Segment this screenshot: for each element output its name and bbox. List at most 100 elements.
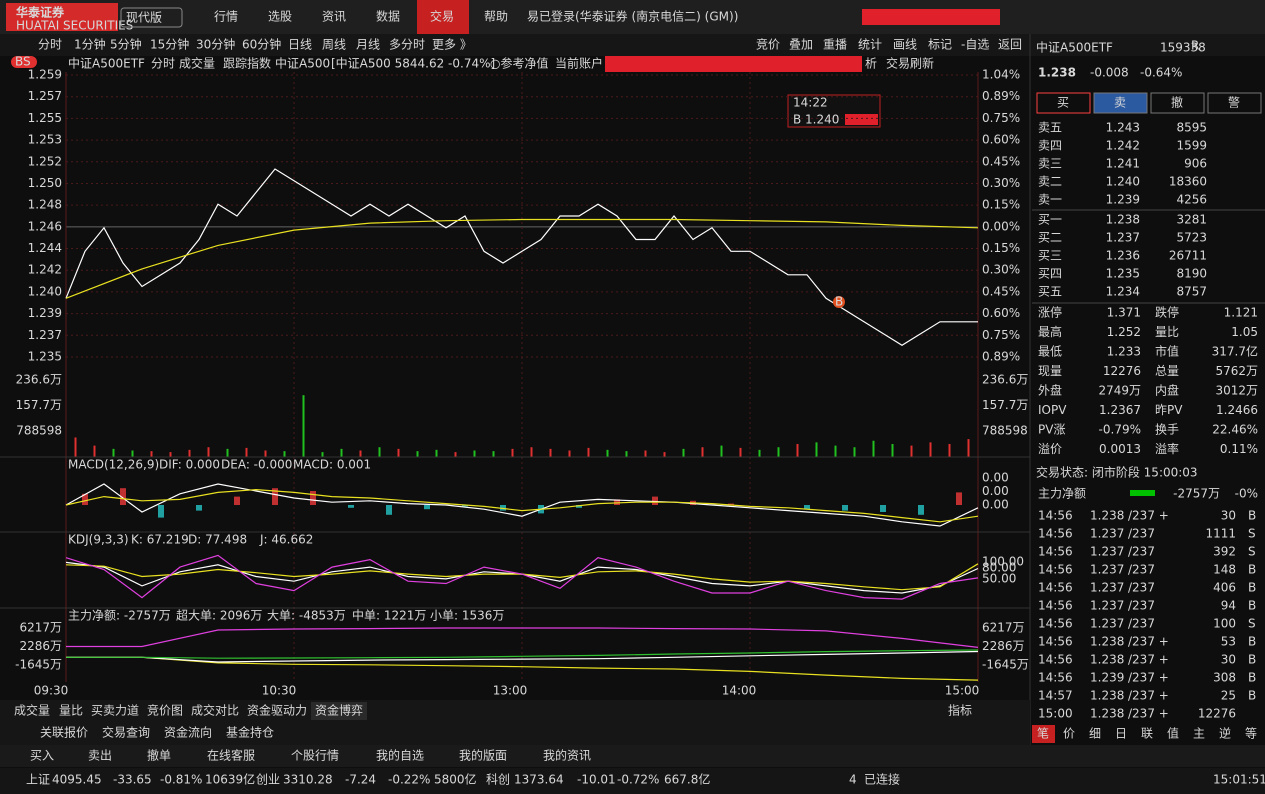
period-tab[interactable]: 月线: [356, 38, 380, 52]
tick-time: 14:56: [1038, 545, 1073, 559]
edition[interactable]: 现代版: [126, 11, 162, 25]
bottom-tab[interactable]: 资金驱动力: [247, 703, 307, 718]
chart-header: 分时: [151, 57, 175, 71]
volume-bar: [644, 450, 647, 457]
panel-tab[interactable]: 值: [1167, 726, 1179, 741]
quote-pct: -0.64%: [1140, 66, 1182, 80]
menu-item[interactable]: 帮助: [484, 10, 508, 24]
stat-value: 1.371: [1107, 306, 1141, 320]
index-btn[interactable]: 指标: [948, 703, 972, 718]
volume-label: 236.6万: [982, 373, 1028, 387]
macd-bar: [348, 505, 354, 508]
tick-volume: 53: [1221, 635, 1236, 649]
index-quote: -0.22%: [388, 773, 430, 787]
stat-value: 0.11%: [1220, 442, 1258, 456]
menu-item[interactable]: 数据: [376, 9, 400, 24]
stat-name: 量比: [1155, 325, 1179, 339]
period-tab[interactable]: 15分钟: [150, 37, 189, 52]
action-btn[interactable]: 我的版面: [459, 748, 507, 763]
conn-count: 4: [849, 773, 857, 787]
period-tab[interactable]: 日线: [288, 38, 312, 52]
stat-value: 3012万: [1215, 384, 1258, 398]
action-btn[interactable]: 撤单: [147, 748, 171, 763]
active-tab: [311, 702, 367, 720]
tool-btn[interactable]: 返回: [998, 38, 1022, 52]
tool-btn[interactable]: -自选: [961, 38, 989, 52]
trade-btn-label[interactable]: 买: [1057, 96, 1069, 110]
sub-tab[interactable]: 关联报价: [40, 725, 88, 740]
flow-label: 2286万: [982, 639, 1025, 653]
period-tab[interactable]: 分时: [38, 38, 62, 52]
panel-tab[interactable]: 价: [1063, 727, 1075, 741]
trade-btn-label[interactable]: 警: [1228, 95, 1240, 110]
trade-btn[interactable]: [1207, 92, 1262, 114]
kdj-d: D: 77.498: [188, 533, 247, 547]
time-label: 10:30: [262, 684, 297, 698]
book-level: 卖一: [1038, 193, 1062, 207]
period-tab[interactable]: 60分钟: [242, 37, 281, 52]
panel-tab[interactable]: 主: [1193, 727, 1205, 741]
bottom-tab[interactable]: 资金博弈: [315, 703, 363, 718]
bottom-tab[interactable]: 成交量: [14, 703, 50, 718]
trade-btn[interactable]: [1036, 92, 1091, 114]
tool-btn[interactable]: 竞价: [756, 38, 780, 52]
tool-btn[interactable]: 统计: [858, 38, 882, 52]
volume-bar: [226, 448, 229, 457]
edition-btn[interactable]: [120, 7, 183, 28]
book-price: 1.234: [1106, 285, 1140, 299]
action-btn[interactable]: 卖出: [88, 749, 112, 763]
action-btn[interactable]: 在线客服: [207, 748, 255, 763]
stat-name: 最高: [1038, 324, 1062, 339]
price-label: 1.248: [28, 198, 62, 212]
series-line: [65, 488, 979, 523]
period-tab[interactable]: 更多 》: [432, 38, 472, 52]
volume-bar: [929, 442, 932, 457]
chart-header: 中证A500ETF: [68, 56, 145, 71]
bottom-tab[interactable]: 买卖力道: [91, 704, 139, 718]
trade-btn[interactable]: [1150, 92, 1205, 114]
action-btn[interactable]: 我的自选: [376, 748, 424, 763]
menu-item[interactable]: 交易: [430, 9, 454, 24]
menu-item[interactable]: 资讯: [322, 10, 346, 24]
action-btn[interactable]: 买入: [30, 749, 54, 763]
panel-tab[interactable]: 日: [1115, 727, 1127, 741]
action-btn[interactable]: 个股行情: [291, 749, 339, 763]
trade-btn-label[interactable]: 卖: [1114, 96, 1126, 110]
tool-btn[interactable]: 画线: [893, 38, 917, 52]
volume-bar: [758, 449, 761, 457]
series-line: [65, 218, 979, 299]
panel-tab[interactable]: 逆: [1219, 726, 1231, 741]
tool-btn[interactable]: 重播: [823, 38, 847, 52]
trade-btn[interactable]: [1093, 92, 1148, 114]
panel-tab[interactable]: 联: [1141, 727, 1153, 741]
redacted-account: [605, 56, 862, 72]
bottom-tab[interactable]: 量比: [59, 704, 83, 718]
period-tab[interactable]: 1分钟: [74, 37, 106, 52]
menu-item[interactable]: 选股: [268, 10, 292, 24]
tick-cross: /237: [1128, 599, 1155, 613]
panel-tab[interactable]: 等: [1245, 727, 1257, 741]
sub-tab[interactable]: 交易查询: [102, 725, 150, 740]
tick-time: 14:56: [1038, 509, 1073, 523]
tool-btn[interactable]: 标记: [928, 38, 952, 52]
volume-label: 788598: [982, 424, 1028, 438]
bottom-tab[interactable]: 成交对比: [191, 703, 239, 718]
panel-tab[interactable]: 细: [1089, 727, 1101, 741]
menu-item[interactable]: 行情: [214, 10, 238, 24]
book-price: 1.237: [1106, 231, 1140, 245]
sub-tab[interactable]: 资金流向: [164, 725, 212, 740]
macd-bar: [576, 505, 582, 508]
action-btn[interactable]: 我的资讯: [543, 748, 591, 763]
period-tab[interactable]: 周线: [322, 38, 346, 52]
panel-tab[interactable]: 笔: [1037, 726, 1049, 741]
tool-btn[interactable]: 叠加: [789, 38, 813, 52]
refresh[interactable]: 交易刷新: [886, 56, 934, 71]
trade-btn-label[interactable]: 撤: [1171, 95, 1183, 110]
tick-volume: 12276: [1198, 707, 1236, 721]
period-tab[interactable]: 多分时: [389, 38, 425, 52]
period-tab[interactable]: 30分钟: [196, 37, 235, 52]
bottom-tab[interactable]: 竞价图: [147, 704, 183, 718]
index-quote: 5800亿: [434, 772, 477, 787]
period-tab[interactable]: 5分钟: [110, 37, 142, 52]
sub-tab[interactable]: 基金持仓: [226, 725, 274, 740]
